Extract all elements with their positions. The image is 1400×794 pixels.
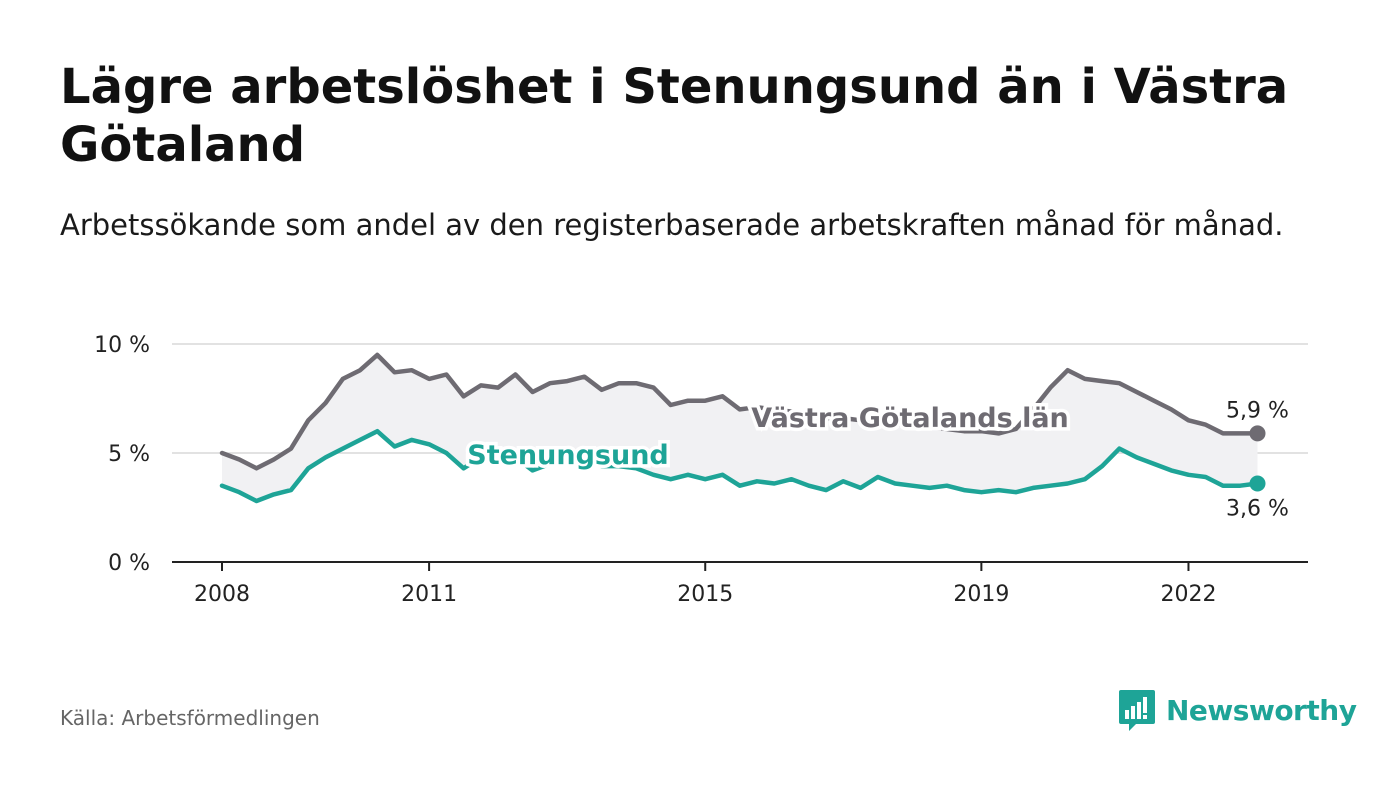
line-chart: 0 % 5 % 10 % 2008 2011 2015 2019 2022 5,9 % 3,6… [94, 333, 1308, 607]
x-tick-label: 2019 [953, 582, 1009, 607]
x-tick: 2011 [401, 562, 457, 607]
x-tick-label: 2008 [194, 582, 250, 607]
local-end-label: 3,6 % [1226, 497, 1289, 522]
series-lines [219, 352, 1266, 504]
chart-subtitle: Arbetssökande som andel av den registerb… [60, 208, 1284, 242]
series-line [219, 352, 1260, 471]
x-tick: 2019 [953, 562, 1009, 607]
end-point [1249, 475, 1266, 492]
brand-logo[interactable]: Newsworthy [1118, 688, 1357, 732]
region-series-label: Västra Götalands län [751, 403, 1069, 434]
local-series-label: Stenungsund [467, 440, 669, 471]
newsworthy-logo-icon [1119, 690, 1155, 731]
region-end-label: 5,9 % [1226, 398, 1289, 423]
x-tick-label: 2022 [1160, 582, 1216, 607]
y-tick-label: 10 % [94, 333, 150, 358]
x-tick-label: 2015 [677, 582, 733, 607]
end-point [1249, 425, 1266, 442]
series-line [219, 428, 1260, 504]
x-tick: 2022 [1160, 562, 1216, 607]
chart-title: Lägre arbetslöshet i Stenungsund än i Vä… [60, 59, 1289, 173]
difference-band [222, 354, 1258, 501]
y-tick-label: 5 % [108, 442, 150, 467]
source-note: Källa: Arbetsförmedlingen [60, 706, 320, 730]
x-tick: 2008 [194, 562, 250, 607]
x-axis: 2008 2011 2015 2019 2022 [194, 562, 1216, 607]
x-tick: 2015 [677, 562, 733, 607]
brand-name: Newsworthy [1166, 693, 1357, 727]
series-labels: 5,9 % 3,6 % Västra Götalands län Stenungsun… [464, 398, 1289, 522]
y-tick-label: 0 % [108, 551, 150, 576]
x-tick-label: 2011 [401, 582, 457, 607]
y-axis: 0 % 5 % 10 % [94, 333, 150, 576]
